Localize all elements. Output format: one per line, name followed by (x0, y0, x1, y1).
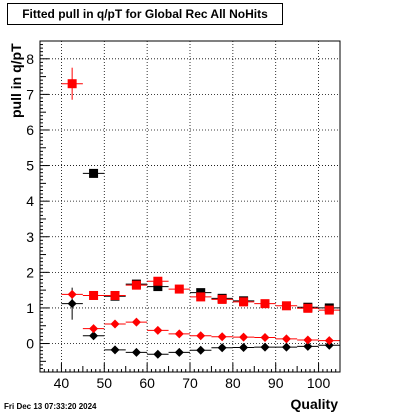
data-point-square (89, 290, 99, 300)
y-tick-label: 8 (26, 51, 34, 67)
data-point-diamond (324, 340, 334, 350)
x-tick-label: 60 (139, 375, 155, 391)
data-point-diamond (260, 342, 270, 352)
y-tick-label: 0 (26, 336, 34, 352)
data-point-square (110, 290, 120, 300)
data-point-diamond (89, 331, 99, 341)
y-tick-label: 2 (26, 264, 34, 280)
chart-title: Fitted pull in q/pT for Global Rec All N… (7, 3, 283, 25)
plot-frame (39, 40, 341, 373)
data-point-square (196, 292, 206, 302)
data-point-diamond (196, 331, 206, 341)
data-point-diamond (67, 299, 77, 309)
x-tick-label: 80 (225, 375, 241, 391)
data-point-diamond (217, 332, 227, 342)
data-point-square (153, 276, 163, 286)
data-point-diamond (217, 343, 227, 353)
data-point-diamond (239, 332, 249, 342)
data-point-square (89, 168, 99, 178)
x-tick-label: 100 (307, 375, 331, 391)
y-tick-label: 6 (26, 122, 34, 138)
y-tick-label: 5 (26, 158, 34, 174)
timestamp: Fri Dec 13 07:33:20 2024 (4, 402, 97, 411)
data-point-diamond (281, 334, 291, 344)
x-tick-label: 70 (182, 375, 198, 391)
data-point-diamond (153, 325, 163, 335)
data-point-diamond (324, 336, 334, 346)
x-tick-label: 90 (268, 375, 284, 391)
data-point-square (153, 282, 163, 292)
data-point-square (67, 79, 77, 89)
data-point-square (217, 294, 227, 304)
y-tick-label: 3 (26, 229, 34, 245)
data-point-diamond (281, 342, 291, 352)
data-point-square (174, 284, 184, 294)
data-point-diamond (303, 335, 313, 345)
y-tick-label: 1 (26, 300, 34, 316)
data-point-square (324, 305, 334, 315)
data-point-square (131, 280, 141, 290)
data-point-diamond (303, 341, 313, 351)
data-point-diamond (110, 319, 120, 329)
data-point-square (239, 297, 249, 307)
data-point-diamond (239, 342, 249, 352)
data-point-diamond (89, 324, 99, 334)
data-point-diamond (153, 349, 163, 359)
x-axis-label: Quality (290, 396, 338, 412)
data-point-square (281, 301, 291, 311)
x-tick-label: 50 (96, 375, 112, 391)
data-point-diamond (67, 289, 77, 299)
data-point-diamond (196, 345, 206, 355)
data-point-square (303, 303, 313, 313)
y-tick-label: 7 (26, 86, 34, 102)
data-point-diamond (110, 345, 120, 355)
x-tick-label: 40 (54, 375, 70, 391)
data-point-diamond (174, 347, 184, 357)
data-point-diamond (260, 332, 270, 342)
data-point-diamond (174, 329, 184, 339)
data-point-diamond (131, 317, 141, 327)
data-point-square (260, 299, 270, 309)
y-tick-label: 4 (26, 193, 34, 209)
data-point-diamond (131, 347, 141, 357)
